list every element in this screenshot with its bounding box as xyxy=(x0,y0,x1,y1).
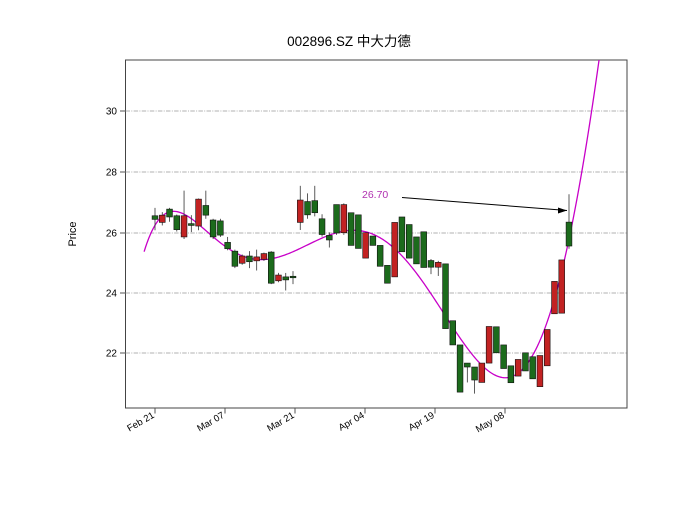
svg-text:28: 28 xyxy=(106,168,118,179)
svg-text:26: 26 xyxy=(106,229,118,240)
svg-text:24: 24 xyxy=(106,289,118,300)
svg-text:30: 30 xyxy=(106,107,118,118)
svg-text:26.70: 26.70 xyxy=(362,189,388,201)
svg-text:22: 22 xyxy=(106,349,118,360)
svg-text:Price: Price xyxy=(67,221,79,246)
svg-text:002896.SZ 中大力德: 002896.SZ 中大力德 xyxy=(287,34,411,49)
